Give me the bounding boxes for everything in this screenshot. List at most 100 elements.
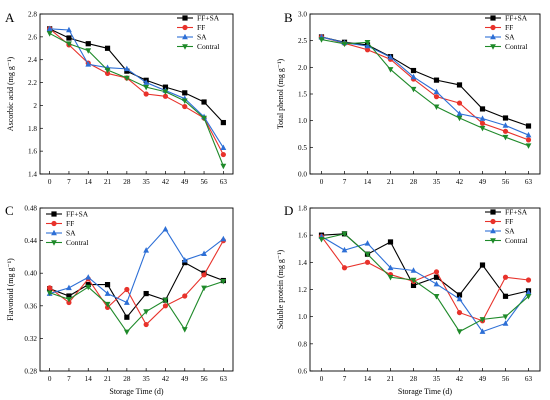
legend-label: FF <box>505 217 513 226</box>
x-tick-label: 56 <box>200 178 208 186</box>
data-point-sa <box>181 256 188 263</box>
series-contral <box>46 31 227 170</box>
x-tick-label: 14 <box>364 178 372 186</box>
data-point-sa <box>433 88 440 95</box>
data-point-ff-sa <box>85 41 91 47</box>
data-point-ff-sa <box>162 84 169 90</box>
data-point-contral <box>479 317 486 323</box>
y-tick-label: 0.0 <box>298 171 307 179</box>
data-point-ff-sa <box>410 67 417 74</box>
data-point-sa <box>143 247 150 253</box>
series-ff <box>318 34 532 143</box>
data-point-ff <box>456 309 463 316</box>
series-line-sa <box>321 36 529 136</box>
y-tick-label: 1.6 <box>28 148 37 156</box>
data-point-ff-sa <box>66 35 72 41</box>
series-line-ff <box>49 28 224 155</box>
data-point-ff-sa <box>502 293 509 299</box>
legend-swatch-marker <box>490 15 496 21</box>
data-point-contral <box>410 86 417 93</box>
data-point-ff-sa <box>433 77 440 83</box>
y-tick-label: 0.48 <box>24 205 37 213</box>
x-tick-label: 7 <box>343 375 347 383</box>
legend-label: FF+SA <box>66 210 89 219</box>
chart-panel-d: 0.6 0.8 1.0 1.2 1.4 1.6 1.8 0 7 14 21 28 35 42 49 56 63 S… <box>276 203 541 396</box>
data-point-ff <box>456 100 463 106</box>
x-tick-label: 28 <box>410 375 418 383</box>
x-tick-label: 35 <box>433 178 441 186</box>
data-point-ff-sa <box>66 293 72 299</box>
x-tick-label: 0 <box>48 375 52 383</box>
data-point-ff-sa <box>124 314 130 320</box>
x-tick-label: 7 <box>343 178 347 186</box>
x-tick-label: 42 <box>456 375 464 383</box>
series-line-ff-sa <box>321 36 529 127</box>
data-point-sa <box>456 110 463 117</box>
data-point-contral <box>181 327 188 333</box>
data-point-ff-sa <box>433 274 440 280</box>
data-point-contral <box>410 277 417 284</box>
plot-frame <box>39 207 234 372</box>
x-tick-label: 14 <box>85 178 93 186</box>
data-point-contral <box>143 309 150 315</box>
y-tick-label: 2.2 <box>28 79 37 87</box>
data-point-sa <box>364 42 371 49</box>
data-point-sa <box>162 225 169 232</box>
legend-swatch-marker <box>490 209 496 215</box>
x-tick-label: 49 <box>479 375 487 383</box>
x-tick-label: 49 <box>181 375 189 383</box>
y-axis-title: Flavonoid (mg g⁻¹) <box>6 258 15 321</box>
x-axis-title: Storage Time (d) <box>398 387 453 396</box>
data-point-sa <box>479 115 486 121</box>
data-point-sa <box>220 144 227 151</box>
data-point-contral <box>85 48 92 54</box>
data-point-contral <box>364 39 371 46</box>
legend-label: FF+SA <box>505 208 528 217</box>
legend-label: FF <box>505 23 513 32</box>
data-point-ff <box>502 274 509 280</box>
panel-label: A <box>5 10 15 25</box>
y-tick-label: 1.4 <box>28 171 37 179</box>
y-tick-label: 1.0 <box>298 117 307 125</box>
data-point-contral <box>162 297 169 304</box>
data-point-contral <box>201 115 207 122</box>
x-tick-label: 42 <box>162 178 170 186</box>
x-tick-label: 0 <box>48 178 52 186</box>
y-tick-label: 0.5 <box>298 144 307 152</box>
data-point-sa <box>525 289 532 295</box>
data-point-ff <box>47 285 53 291</box>
data-point-contral <box>525 293 532 300</box>
legend-swatch-marker <box>490 218 496 225</box>
legend-label: SA <box>505 227 515 236</box>
data-point-contral <box>456 115 463 122</box>
y-tick-label: 2.0 <box>298 64 307 72</box>
legend-label: Contral <box>505 236 528 245</box>
data-point-ff <box>182 293 188 299</box>
y-axis-title: Ascorbic acid (mg g⁻¹) <box>6 56 15 131</box>
data-point-sa <box>123 299 130 305</box>
data-point-contral <box>433 104 440 110</box>
x-axis-title: Storage Time (d) <box>109 387 164 396</box>
plot-frame <box>39 13 234 175</box>
data-point-ff <box>525 137 532 143</box>
chart-panel-b: 0.0 0.5 1.0 1.5 2.0 2.5 3.0 0 7 14 21 28 35 42 49 56 63 T… <box>276 10 541 186</box>
y-tick-label: 3.0 <box>298 11 307 19</box>
legend-swatch-marker <box>490 33 496 40</box>
series-line-ff <box>49 240 224 326</box>
data-point-sa <box>364 240 371 246</box>
legend-swatch-marker <box>51 211 57 217</box>
x-tick-label: 21 <box>387 375 395 383</box>
data-point-sa <box>143 79 150 85</box>
data-point-contral <box>341 41 348 48</box>
x-tick-label: 35 <box>143 178 151 186</box>
data-point-sa <box>123 65 130 72</box>
x-tick-label: 56 <box>200 375 208 383</box>
data-point-ff-sa <box>85 282 91 288</box>
x-tick-label: 42 <box>456 178 464 186</box>
x-tick-label: 7 <box>67 375 71 383</box>
data-point-sa <box>46 25 53 32</box>
data-point-contral <box>387 274 394 281</box>
